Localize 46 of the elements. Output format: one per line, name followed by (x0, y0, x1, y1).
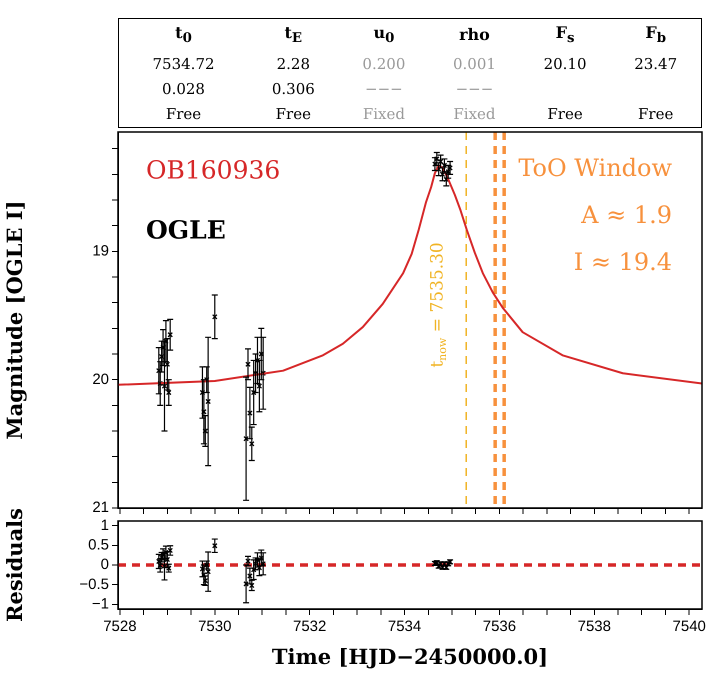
y-tick-label: −0.5 (79, 576, 109, 593)
category-label: F$_{s}$ (554, 22, 576, 49)
category-label: t$_{E}$ (284, 22, 304, 49)
text: 23.47 (634, 54, 678, 73)
ref-line-label: tnow = 7535.30 (428, 242, 450, 368)
y-tick-label: −1 (92, 595, 109, 612)
text: OB160936 (146, 156, 280, 184)
text: OGLE (146, 216, 226, 244)
category-label: u$_{0}$ (372, 22, 396, 49)
text: 0.306 (272, 80, 315, 98)
text: 2.28 (276, 54, 310, 73)
annotation: I ≈ 19.4 (574, 248, 672, 276)
text: Fixed (362, 105, 405, 124)
text: Free (276, 105, 311, 124)
annotation: A ≈ 1.9 (580, 201, 672, 230)
text: Fixed (453, 105, 496, 124)
annotation: ToO Window (518, 154, 672, 182)
text: 20.10 (544, 54, 587, 73)
text: Free (166, 105, 202, 124)
x-tick-label: 7538 (578, 618, 611, 636)
y-tick-label: 21 (92, 499, 109, 516)
text: Free (638, 105, 674, 124)
text: 7534.72 (152, 54, 215, 73)
y-tick-label: 0.5 (88, 536, 109, 554)
y-axis-title: Magnitude [OGLE I] (2, 200, 28, 440)
text: −−− (456, 80, 494, 98)
x-tick-label: 7528 (103, 618, 137, 636)
x-tick-label: 7534 (388, 618, 422, 636)
text: 0.001 (453, 54, 496, 73)
y-tick-label: 1 (100, 516, 109, 534)
category-label: rho (458, 24, 491, 46)
y-axis-title: Residuals (2, 508, 28, 622)
category-label: t$_{0}$ (174, 22, 193, 49)
text: Free (547, 105, 583, 124)
y-tick-label: 19 (92, 242, 109, 260)
x-tick-label: 7532 (292, 618, 326, 636)
category-label: F$_{b}$ (644, 22, 668, 49)
x-tick-label: 7536 (482, 618, 516, 636)
x-tick-label: 7540 (672, 618, 706, 636)
y-tick-label: 20 (92, 370, 109, 388)
y-tick-label: 0 (100, 556, 109, 574)
x-tick-label: 7530 (198, 618, 232, 636)
x-axis-title: Time [HJD−2450000.0] (272, 644, 548, 669)
text: 0.028 (162, 80, 205, 98)
text: 0.200 (362, 54, 406, 73)
text: −−− (365, 80, 403, 98)
